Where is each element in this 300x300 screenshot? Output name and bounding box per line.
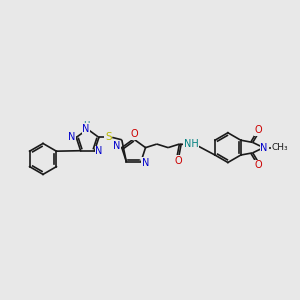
Text: N: N <box>142 158 149 168</box>
Text: N: N <box>260 142 268 153</box>
Text: N: N <box>113 141 121 152</box>
Text: S: S <box>105 132 112 142</box>
Text: CH₃: CH₃ <box>271 143 288 152</box>
Text: O: O <box>255 125 262 135</box>
Text: O: O <box>174 156 182 166</box>
Text: N: N <box>68 132 76 142</box>
Text: NH: NH <box>184 140 199 149</box>
Text: O: O <box>255 160 262 170</box>
Text: N: N <box>82 124 90 134</box>
Text: O: O <box>130 129 138 139</box>
Text: N: N <box>95 146 103 156</box>
Text: H: H <box>83 121 89 130</box>
